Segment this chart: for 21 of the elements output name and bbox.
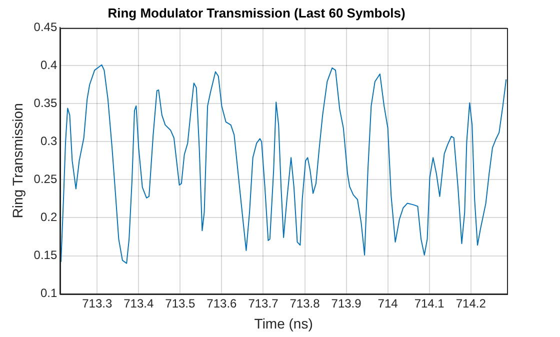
x-axis-title: Time (ns) [254,315,313,332]
y-axis-title: Ring Transmission [9,103,26,218]
y-tick-label: 0.35 [34,96,58,110]
x-tick-label: 713.3 [82,296,112,310]
x-tick-label: 714.2 [456,296,486,310]
y-tick-label: 0.45 [34,20,58,34]
x-tick-label: 713.9 [331,296,362,310]
y-tick-label: 0.2 [40,210,58,224]
x-tick-label: 713.8 [290,296,320,310]
x-tick-label: 713.5 [165,296,196,310]
x-tick-label: 713.7 [248,296,279,310]
x-tick-label: 714.1 [414,296,445,310]
x-tick-label: 714 [378,296,398,310]
x-tick-label: 713.6 [206,296,238,310]
y-tick-label: 0.15 [34,248,58,262]
y-tick-label: 0.3 [40,134,58,148]
x-tick-label: 713.4 [124,296,154,310]
chart-title: Ring Modulator Transmission (Last 60 Symbols) [108,5,406,20]
y-tick-label: 0.25 [34,172,58,186]
y-tick-label: 0.1 [40,286,58,300]
y-tick-label: 0.4 [40,58,58,72]
